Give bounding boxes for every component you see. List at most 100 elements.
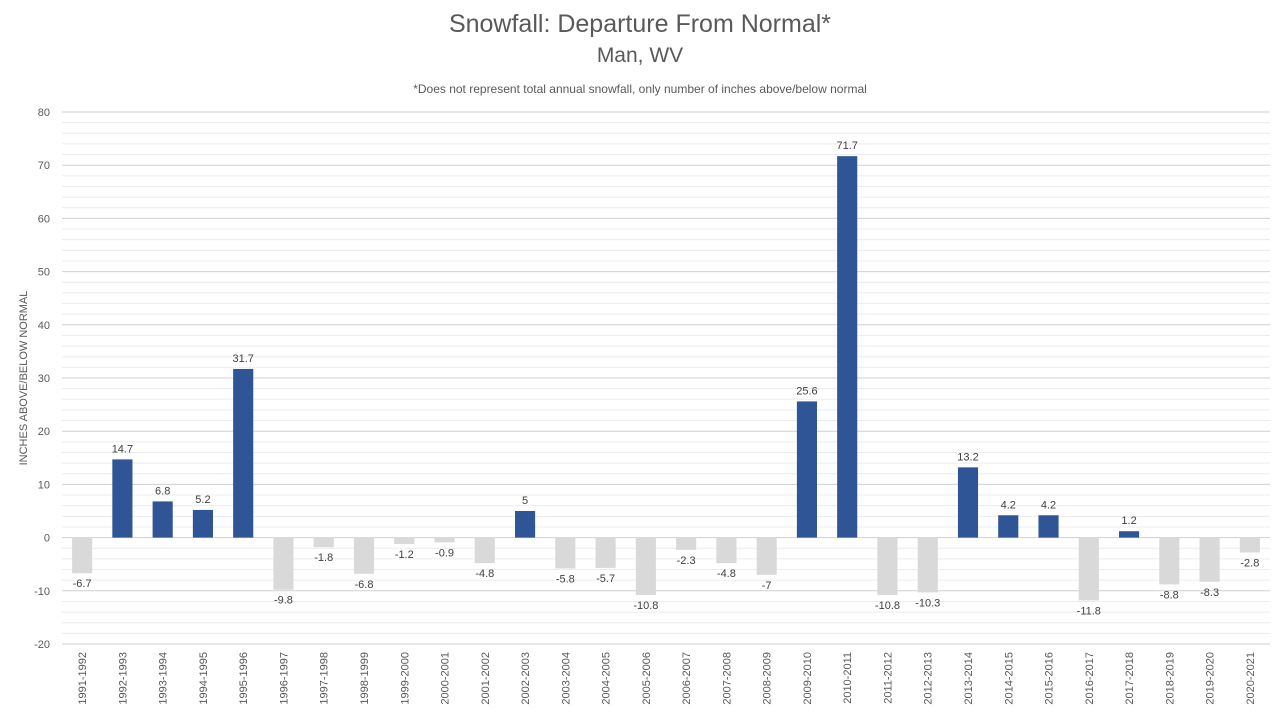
bar <box>192 509 213 538</box>
x-tick-label: 2008-2009 <box>762 652 774 705</box>
x-axis: 1991-1992 1992-1993 1993-1994 1994-1995 1995… <box>77 652 1257 705</box>
bar <box>353 537 375 574</box>
data-label: -6.7 <box>73 578 92 590</box>
x-tick-label: 2019-2020 <box>1205 652 1217 705</box>
chart-title: Snowfall: Departure From Normal* <box>448 10 832 38</box>
data-label: 1.2 <box>1121 515 1136 527</box>
x-tick-label: 1997-1998 <box>319 652 331 705</box>
bar <box>233 368 254 538</box>
y-tick-label: 70 <box>38 160 50 172</box>
data-label: -2.3 <box>677 555 696 567</box>
x-tick-label: 2005-2006 <box>641 652 653 705</box>
data-label: -5.8 <box>556 573 575 585</box>
x-tick-label: 1994-1995 <box>198 652 210 705</box>
data-label: -4.8 <box>717 568 736 580</box>
x-tick-label: 2014-2015 <box>1003 652 1015 705</box>
bar <box>837 156 858 538</box>
data-label: 4.2 <box>1041 499 1056 511</box>
bar <box>1199 537 1220 582</box>
bar <box>474 537 495 564</box>
data-label: -8.8 <box>1160 589 1179 601</box>
data-label: -8.3 <box>1200 587 1219 599</box>
data-label: -7 <box>762 580 772 592</box>
bar <box>1078 537 1099 601</box>
chart-note: *Does not represent total annual snowfal… <box>413 82 867 96</box>
data-label: 6.8 <box>155 485 170 497</box>
data-label: -0.9 <box>435 547 454 559</box>
bar <box>796 401 817 538</box>
bar <box>756 537 777 575</box>
data-label: -6.8 <box>355 579 374 591</box>
bar <box>1119 531 1140 538</box>
x-tick-label: 2011-2012 <box>882 652 894 704</box>
data-label: -9.8 <box>274 595 293 607</box>
bar <box>152 501 173 538</box>
y-axis-label: INCHES ABOVE/BELOW NORMAL <box>18 291 30 466</box>
bars <box>72 156 1260 601</box>
bar <box>273 537 294 590</box>
x-tick-label: 2002-2003 <box>520 652 532 705</box>
data-label: 13.2 <box>957 451 978 463</box>
x-tick-label: 2010-2011 <box>842 652 854 704</box>
bar <box>998 515 1019 538</box>
x-tick-label: 2017-2018 <box>1124 652 1136 705</box>
bar <box>877 537 898 596</box>
y-tick-label: 60 <box>38 213 50 225</box>
x-tick-label: 2003-2004 <box>560 652 572 705</box>
x-tick-label: 1992-1993 <box>117 652 129 705</box>
x-tick-label: 2015-2016 <box>1044 652 1056 705</box>
data-label: -10.3 <box>915 597 940 609</box>
y-tick-label: -20 <box>34 639 50 651</box>
bar <box>555 537 576 569</box>
data-label: 4.2 <box>1001 499 1016 511</box>
bar <box>434 537 455 543</box>
bar <box>313 537 334 548</box>
x-tick-label: 2007-2008 <box>721 652 733 705</box>
x-tick-label: 2012-2013 <box>923 652 935 705</box>
y-tick-label: 80 <box>38 107 50 119</box>
bar <box>112 459 133 538</box>
x-tick-label: 2001-2002 <box>480 652 492 705</box>
data-label: -11.8 <box>1077 605 1101 617</box>
bar <box>957 467 979 538</box>
data-label: -10.8 <box>875 600 900 612</box>
x-tick-label: 1998-1999 <box>359 652 371 705</box>
x-tick-label: 1999-2000 <box>399 652 411 705</box>
data-labels: -6.7 14.7 6.8 5.2 31.7 -9.8 -1.8 -6.8 -1.2 -0.9 -4… <box>73 140 1260 617</box>
x-tick-label: 2013-2014 <box>963 652 975 705</box>
x-tick-label: 1993-1994 <box>158 652 170 705</box>
x-tick-label: 2016-2017 <box>1084 652 1096 705</box>
y-tick-label: 10 <box>38 479 50 491</box>
x-tick-label: 1991-1992 <box>77 652 89 705</box>
data-label: 25.6 <box>796 385 817 397</box>
data-label: -4.8 <box>475 568 494 580</box>
bar <box>1159 537 1180 585</box>
data-label: 5 <box>522 495 528 507</box>
bar <box>394 537 415 544</box>
x-tick-label: 2000-2001 <box>440 652 452 705</box>
x-tick-label: 2006-2007 <box>681 652 693 705</box>
y-tick-label: 0 <box>44 533 50 545</box>
y-tick-label: 30 <box>38 373 50 385</box>
bar <box>72 537 93 574</box>
bar <box>1239 537 1260 553</box>
y-tick-label: 20 <box>38 426 50 438</box>
x-tick-label: 1996-1997 <box>278 652 290 705</box>
bar <box>676 537 697 550</box>
data-label: -10.8 <box>633 600 658 612</box>
data-label: 5.2 <box>195 494 210 506</box>
data-label: 14.7 <box>112 443 133 455</box>
data-label: 31.7 <box>232 353 253 365</box>
x-tick-label: 2004-2005 <box>601 652 613 705</box>
x-tick-label: 1995-1996 <box>238 652 250 705</box>
data-label: -2.8 <box>1240 557 1259 569</box>
bar <box>515 511 536 538</box>
bar <box>917 537 938 593</box>
bar <box>635 537 656 596</box>
data-label: 71.7 <box>836 140 857 152</box>
gridlines <box>62 111 1270 645</box>
y-tick-label: 50 <box>38 267 50 279</box>
data-label: -1.2 <box>395 549 414 561</box>
bar <box>595 537 616 568</box>
